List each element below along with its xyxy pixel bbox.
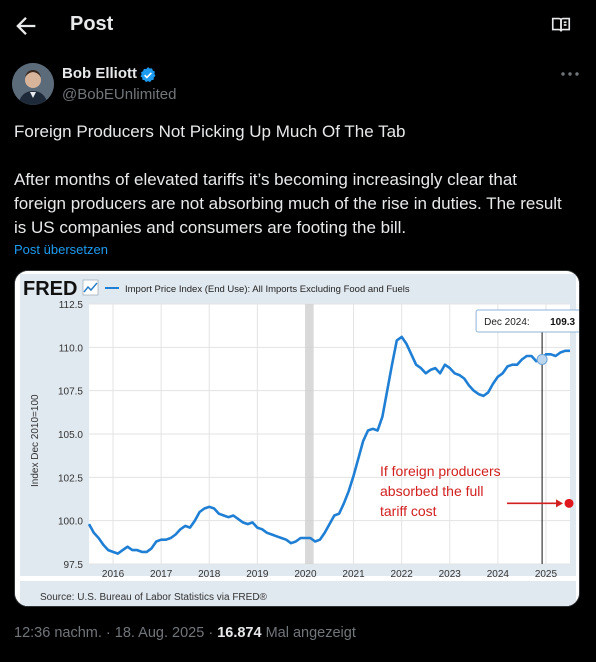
- post-body-line: After months of elevated tariffs it’s be…: [14, 170, 518, 189]
- view-count: 16.874: [217, 625, 262, 641]
- fred-logo: FRED: [23, 278, 77, 300]
- x-tick-label: 2025: [535, 569, 558, 580]
- x-tick-label: 2019: [246, 569, 269, 580]
- x-tick-label: 2018: [198, 569, 221, 580]
- book-icon: [551, 17, 571, 32]
- y-tick-label: 105.0: [58, 430, 83, 441]
- verified-badge-icon: [140, 67, 156, 83]
- more-options-button[interactable]: [558, 64, 582, 84]
- fred-logo-icon: [82, 279, 99, 296]
- page-title: Post: [70, 13, 114, 35]
- back-button[interactable]: [12, 12, 40, 40]
- views-label: Mal angezeigt: [265, 625, 356, 641]
- source-background: [20, 581, 576, 606]
- author-name[interactable]: Bob Elliott: [62, 65, 137, 82]
- annotation-arrowhead: [556, 499, 564, 508]
- post-date[interactable]: 18. Aug. 2025: [114, 625, 205, 641]
- avatar-image: [12, 63, 54, 105]
- avatar[interactable]: [12, 63, 54, 105]
- post-time[interactable]: 12:36 nachm.: [14, 625, 102, 641]
- x-tick-label: 2017: [150, 569, 173, 580]
- x-tick-label: 2016: [102, 569, 125, 580]
- annotation-line: absorbed the full: [380, 483, 484, 499]
- annotation-line: If foreign producers: [380, 463, 501, 479]
- y-tick-label: 107.5: [58, 387, 83, 398]
- arrow-left-icon: [16, 17, 36, 35]
- tooltip-label: Dec 2024:: [484, 317, 530, 328]
- y-tick-label: 97.5: [64, 560, 84, 571]
- y-tick-label: 112.5: [59, 300, 84, 311]
- chart-image[interactable]: FRED Import Price Index (End Use): All I…: [14, 270, 580, 607]
- more-dots-icon: [561, 72, 579, 76]
- author-handle[interactable]: @BobEUnlimited: [62, 86, 177, 103]
- y-tick-label: 110.0: [59, 343, 84, 354]
- tooltip-point: [536, 353, 548, 365]
- x-tick-label: 2020: [294, 569, 317, 580]
- reader-mode-button[interactable]: [550, 14, 574, 38]
- post-headline: Foreign Producers Not Picking Up Much Of…: [14, 122, 406, 141]
- top-bar: Post: [0, 0, 596, 53]
- post-meta: 12:36 nachm. · 18. Aug. 2025 · 16.874 Ma…: [14, 625, 356, 641]
- chart-source: Source: U.S. Bureau of Labor Statistics …: [40, 592, 268, 603]
- post-body-line: foreign producers are not absorbing much…: [14, 194, 562, 213]
- x-tick-label: 2021: [342, 569, 365, 580]
- y-axis-label: Index Dec 2010=100: [30, 394, 41, 487]
- series-line: [87, 335, 570, 555]
- fred-chart: FRED Import Price Index (End Use): All I…: [15, 271, 579, 606]
- annotation-line: tariff cost: [380, 503, 437, 519]
- tooltip-value: 109.3: [550, 317, 575, 328]
- tooltip-box: [475, 309, 579, 333]
- annotation-point: [564, 498, 574, 508]
- separator: ·: [208, 625, 214, 641]
- post-body-line: is US companies and consumers are footin…: [14, 218, 407, 237]
- x-tick-label: 2023: [439, 569, 462, 580]
- y-tick-label: 102.5: [58, 473, 83, 484]
- translate-link[interactable]: Post übersetzen: [14, 242, 108, 257]
- separator: ·: [105, 625, 111, 641]
- y-tick-label: 100.0: [58, 517, 83, 528]
- x-tick-label: 2022: [391, 569, 414, 580]
- legend-label: Import Price Index (End Use): All Import…: [125, 284, 410, 295]
- recession-band: [305, 304, 314, 564]
- x-tick-label: 2024: [487, 569, 510, 580]
